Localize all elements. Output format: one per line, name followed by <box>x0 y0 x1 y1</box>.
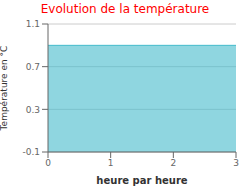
svg-text:0: 0 <box>45 158 51 168</box>
svg-text:0.3: 0.3 <box>26 105 40 115</box>
svg-text:Température en °C: Température en °C <box>8 46 9 132</box>
svg-text:heure par heure: heure par heure <box>96 175 187 186</box>
svg-text:-0.1: -0.1 <box>22 147 40 157</box>
html-text:Evolution de la température: Evolution de la température <box>40 2 210 16</box>
svg-text:3: 3 <box>233 158 239 168</box>
svg-text:1: 1 <box>108 158 114 168</box>
svg-text:2: 2 <box>170 158 176 168</box>
svg-text:0.7: 0.7 <box>26 62 40 72</box>
svg-text:1.1: 1.1 <box>26 19 40 29</box>
